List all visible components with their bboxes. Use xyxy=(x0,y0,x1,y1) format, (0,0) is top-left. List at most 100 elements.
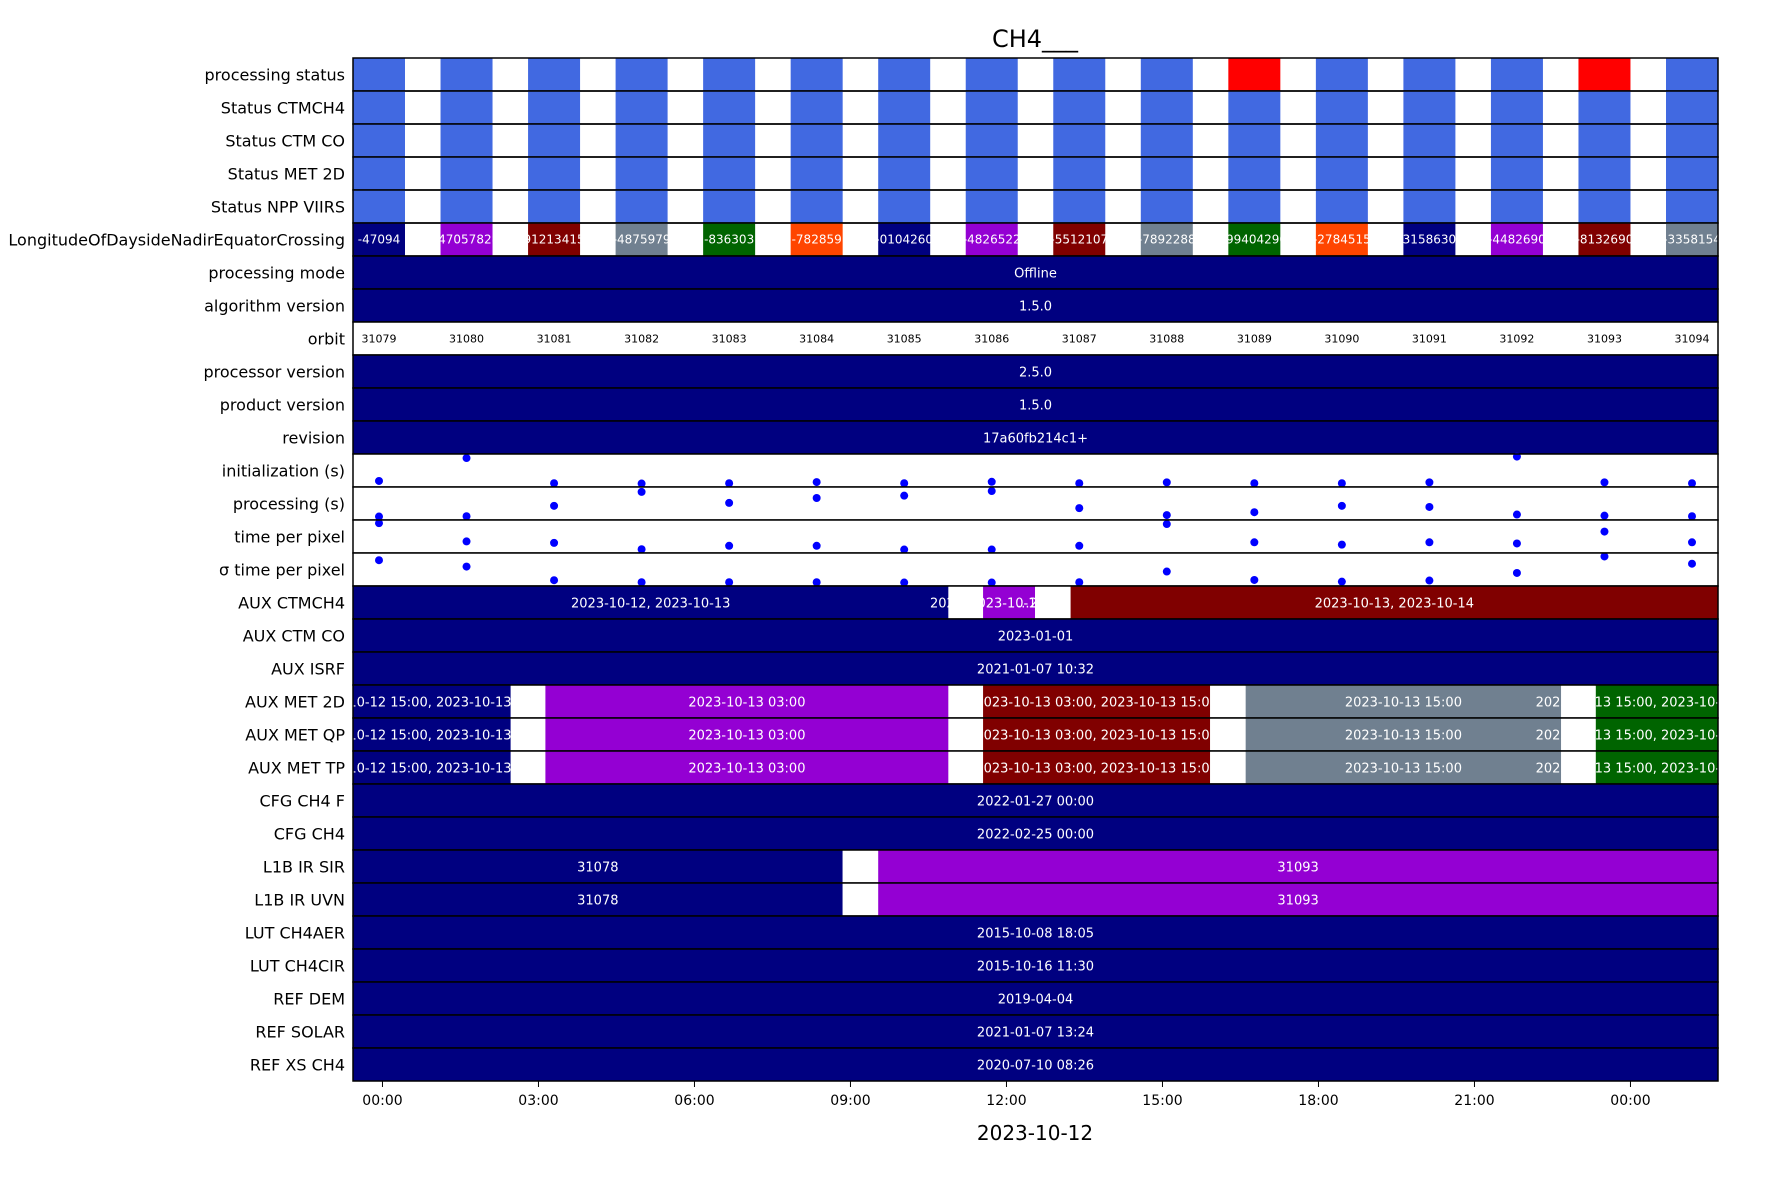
span-label: 2023-10-13 03:00 xyxy=(688,696,805,711)
span-label: 2023-10-13 03:00, 2023-10-13 15:00 xyxy=(975,696,1218,711)
span-bar xyxy=(948,718,984,751)
data-point xyxy=(1688,538,1696,547)
status-cell xyxy=(353,124,405,157)
status-cell xyxy=(1315,157,1368,190)
row-label: Status MET 2D xyxy=(228,165,345,184)
span-bar xyxy=(353,619,1718,652)
x-tick-label: 21:00 xyxy=(1454,1093,1494,1109)
data-point xyxy=(1250,538,1259,547)
data-point xyxy=(1425,502,1434,511)
lon-value: 3158630 xyxy=(1403,233,1456,247)
row-label: AUX CTMCH4 xyxy=(238,594,345,613)
data-point xyxy=(637,545,646,554)
span-label: 2023-10-13 03:00, 2023-10-13 15:00 xyxy=(975,762,1218,777)
x-tick-label: 15:00 xyxy=(1142,1093,1182,1109)
lon-value: -99404290 xyxy=(1222,233,1287,247)
span-bar xyxy=(510,718,546,751)
data-point xyxy=(550,501,559,510)
data-point xyxy=(1600,511,1609,520)
row-time-per-pixel: time per pixel xyxy=(234,519,1719,554)
lon-value: -782859 xyxy=(792,233,842,247)
status-cell xyxy=(353,157,405,190)
row-lut-ch4aer: LUT CH4AER 2015-10-08 18:05 xyxy=(245,915,1719,950)
row-label: CFG CH4 F xyxy=(259,792,345,811)
span-bar xyxy=(1595,751,1718,784)
span-bar xyxy=(878,883,1718,916)
lon-value: -4482690 xyxy=(1488,233,1546,247)
data-point xyxy=(1075,578,1084,587)
span-bar xyxy=(353,289,1718,322)
status-cell xyxy=(1666,58,1718,91)
status-cell xyxy=(440,91,493,124)
status-cell xyxy=(353,58,405,91)
status-cell xyxy=(1490,190,1543,223)
status-cell xyxy=(878,91,931,124)
status-cell xyxy=(1403,223,1456,256)
data-point xyxy=(1600,478,1609,487)
row-label: LUT CH4CIR xyxy=(250,957,345,976)
data-point xyxy=(462,562,471,571)
orbit-number: 31081 xyxy=(537,333,572,346)
span-label: 2023-10-13 03:00 xyxy=(688,729,805,744)
span-bar xyxy=(1035,586,1071,619)
status-cell xyxy=(528,91,581,124)
status-cell xyxy=(965,58,1018,91)
span-bar xyxy=(353,1048,1718,1081)
data-point xyxy=(637,479,646,488)
orbit-row-bg xyxy=(353,322,1718,355)
data-point xyxy=(375,556,383,565)
span-bar xyxy=(1595,685,1718,718)
row-algorithm-version: algorithm version 1.5.0 xyxy=(204,288,1719,323)
row-label: L1B IR SIR xyxy=(263,858,345,877)
status-cell xyxy=(440,157,493,190)
data-point xyxy=(725,479,734,488)
orbit-number: 31088 xyxy=(1149,333,1184,346)
status-cell xyxy=(1315,223,1368,256)
span-bar xyxy=(353,355,1718,388)
lon-value: 91213415 xyxy=(524,233,585,247)
row-label: processing (s) xyxy=(233,495,345,514)
data-point xyxy=(987,477,996,486)
data-point xyxy=(900,545,909,554)
span-label: 2023-10-13 15:00 xyxy=(1345,729,1462,744)
span-label: 2021-01-07 13:24 xyxy=(977,1026,1094,1041)
data-point xyxy=(1425,538,1434,547)
status-cell xyxy=(1140,124,1193,157)
span-label: 2023-10-13 03:00, 2023-10-13 15:00 xyxy=(975,729,1218,744)
data-point xyxy=(462,537,471,546)
span-bar xyxy=(353,652,1718,685)
status-cell xyxy=(1228,58,1281,91)
data-point xyxy=(987,545,996,554)
row-label: orbit xyxy=(308,330,345,349)
row-orbit: orbit 31079 31080 31081 31082 31083 31084 31085… xyxy=(308,321,1719,356)
status-cell xyxy=(615,190,668,223)
orbit-number: 31090 xyxy=(1324,333,1359,346)
data-point xyxy=(1512,568,1521,577)
span-label: 17a60fb214c1+ xyxy=(983,432,1088,447)
span-bar xyxy=(1210,685,1246,718)
row-ref-xs-ch4: REF XS CH4 2020-07-10 08:26 xyxy=(250,1047,1719,1082)
span-label: 2015-10-16 11:30 xyxy=(977,960,1094,975)
status-cell xyxy=(353,223,405,256)
status-cell xyxy=(703,58,756,91)
lon-value: -4875979 xyxy=(613,233,671,247)
row-label: LongitudeOfDaysideNadirEquatorCrossing xyxy=(8,231,345,250)
dots-row-bg xyxy=(353,454,1718,487)
span-bar xyxy=(510,751,546,784)
data-point xyxy=(375,519,383,528)
status-cell xyxy=(878,124,931,157)
status-cell xyxy=(615,58,668,91)
span-bar xyxy=(1210,751,1246,784)
data-point xyxy=(1250,508,1259,517)
lon-value: -3358154 xyxy=(1663,233,1721,247)
data-point xyxy=(1337,501,1346,510)
row-label: processing status xyxy=(205,66,345,85)
x-tick-label: 09:00 xyxy=(830,1093,870,1109)
status-cell xyxy=(790,124,843,157)
status-cell xyxy=(440,223,493,256)
status-cell xyxy=(1403,58,1456,91)
orbit-number: 31080 xyxy=(449,333,484,346)
row-initialization-s-: initialization (s) xyxy=(222,452,1719,488)
status-cell xyxy=(1490,223,1543,256)
row-label: REF XS CH4 xyxy=(250,1056,345,1075)
